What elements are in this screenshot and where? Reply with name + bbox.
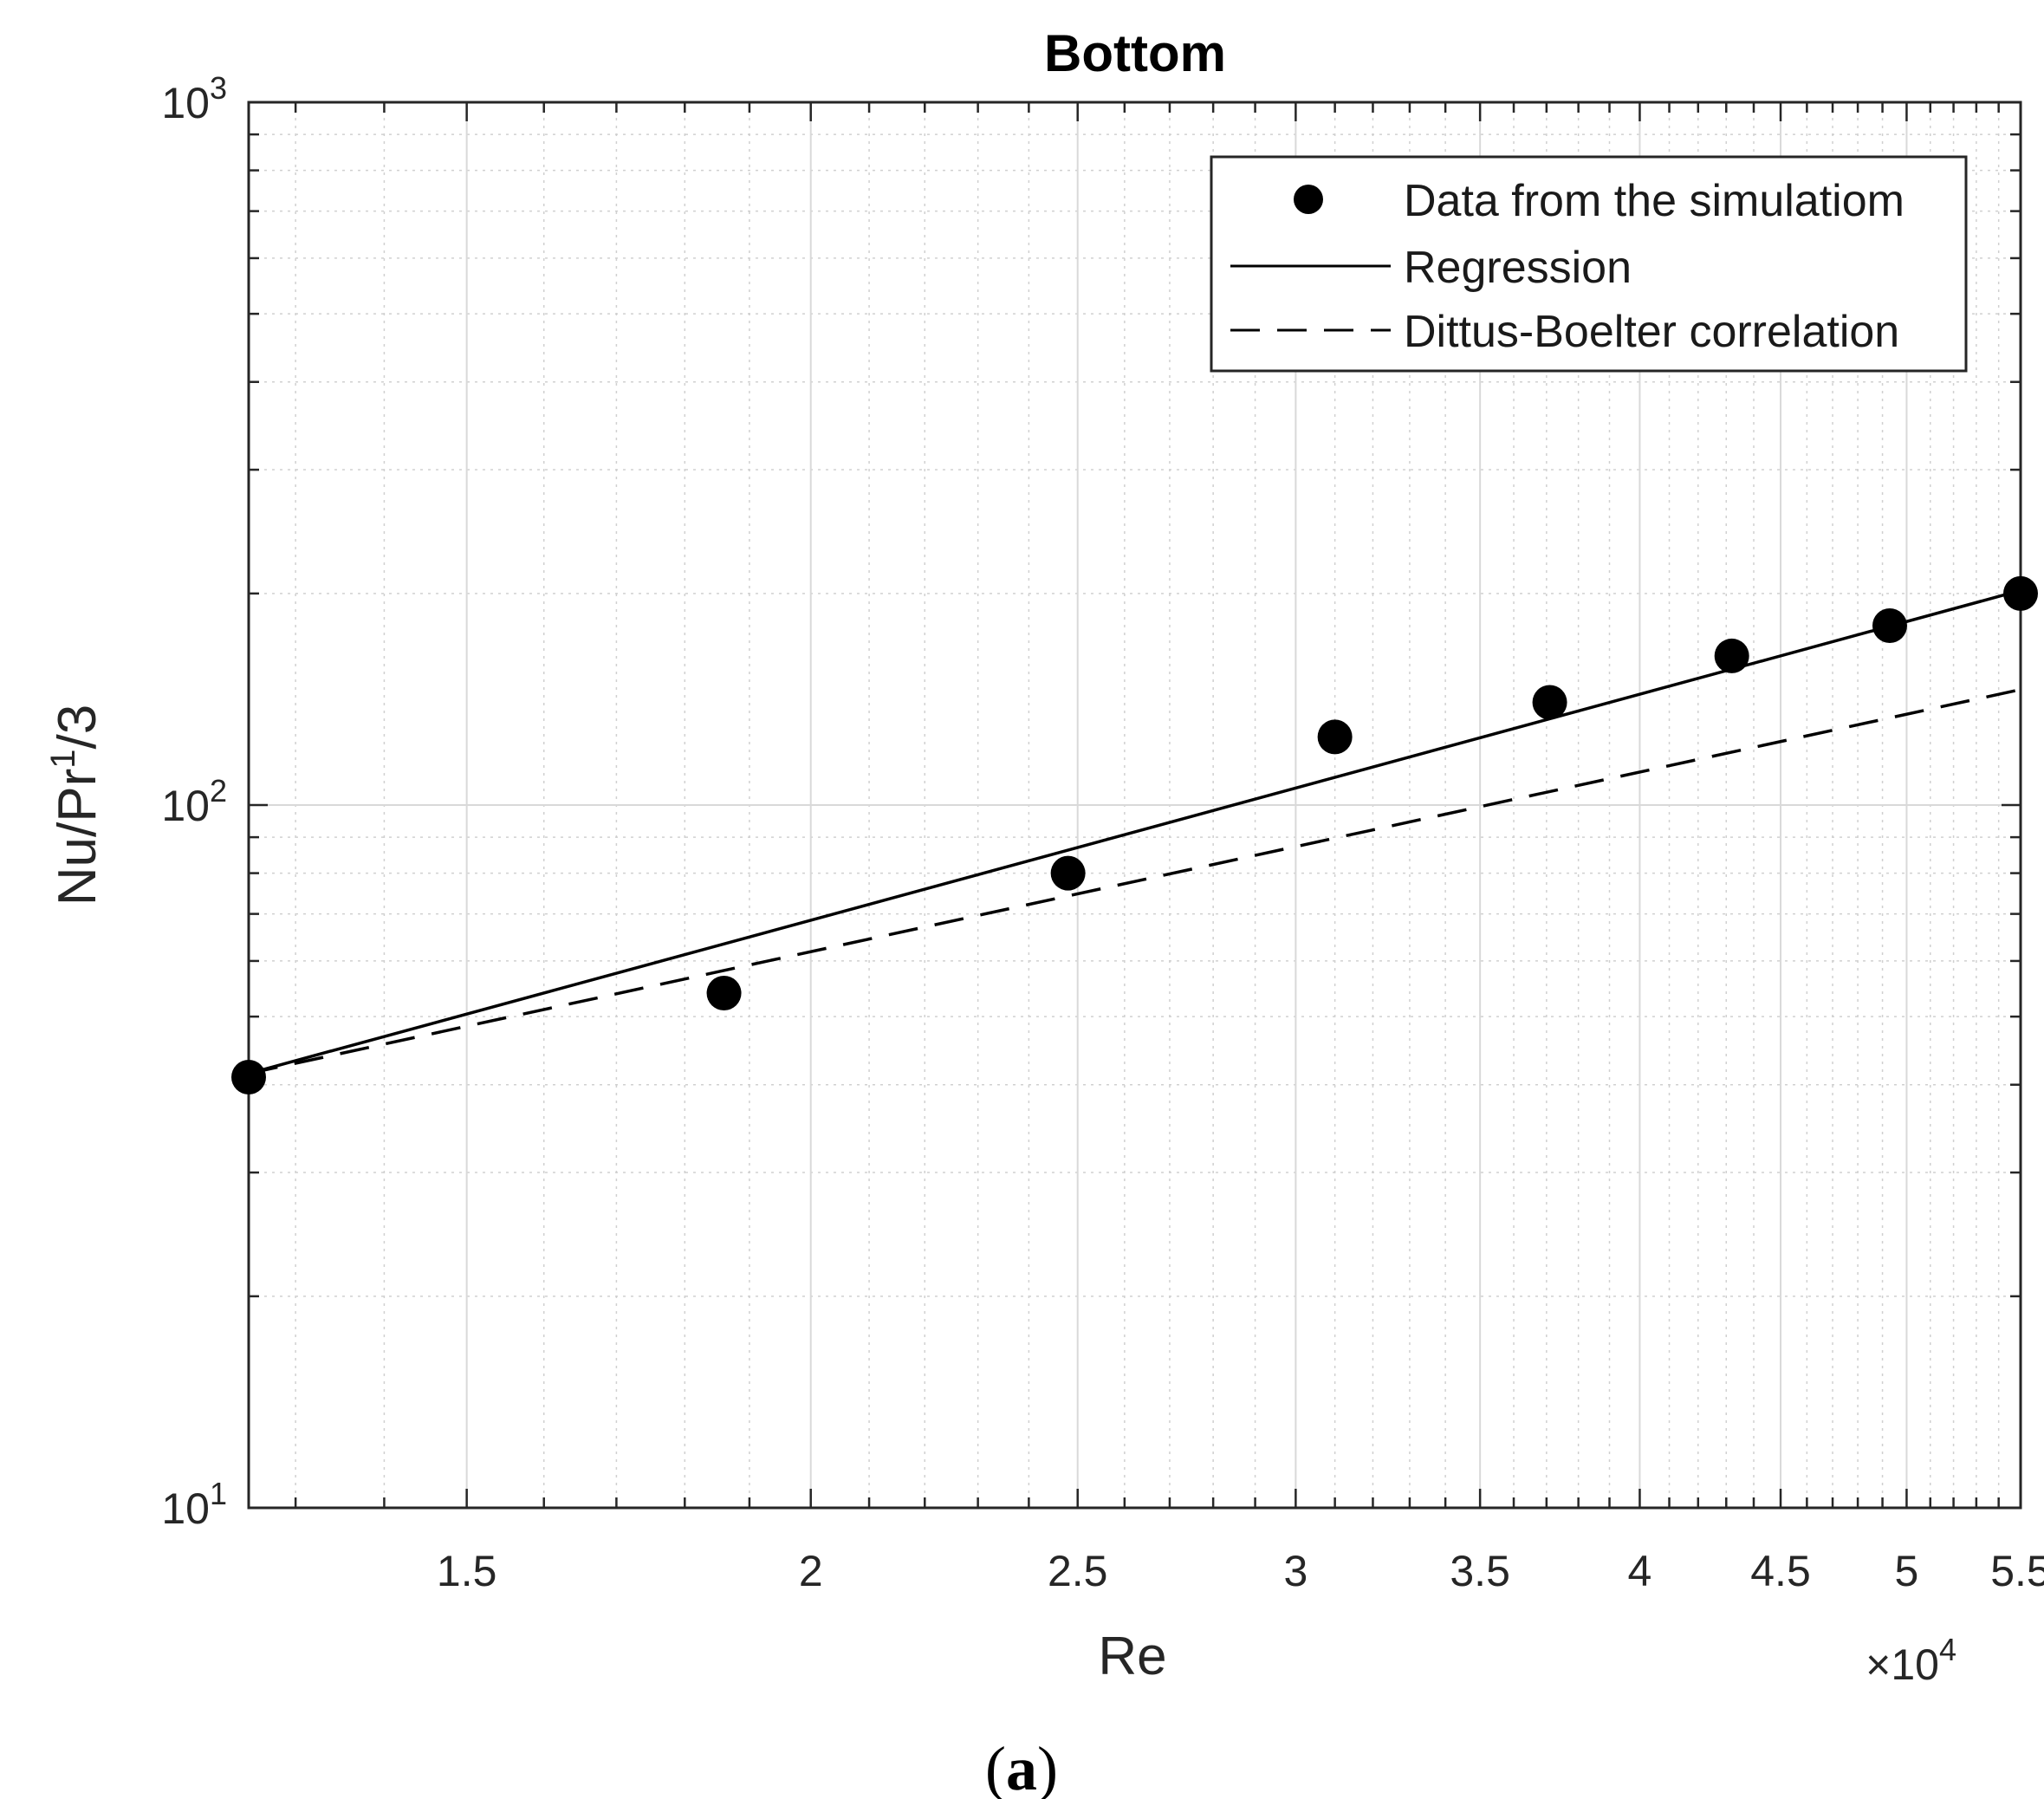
axis-ticks <box>249 101 2022 1510</box>
legend-box <box>1210 155 1968 373</box>
legend-label-dittus-boelter: Dittus-Boelter correlation <box>1404 307 1899 357</box>
y-axis-title: Nu/Pr1/3 <box>44 705 107 906</box>
x-tick-label: 5.5 <box>1990 1547 2044 1595</box>
x-tick-label: 5 <box>1895 1547 1919 1595</box>
plot-frame <box>247 101 2022 1510</box>
x-tick-label: 4.5 <box>1750 1547 1811 1595</box>
panel-label: (a) <box>985 1734 1058 1799</box>
x-exponent-power: 4 <box>1939 1632 1956 1667</box>
panel-label-letter: a <box>1006 1734 1037 1799</box>
dittus-boelter-line <box>248 687 2021 1075</box>
y-axis-title-base: Nu/Pr <box>48 769 107 906</box>
x-tick-labels: 1.5 2 2.5 3 3.5 4 4.5 5 5.5 <box>437 1547 2044 1595</box>
y-tick-label: 101 <box>161 1476 227 1533</box>
simulation-data-point <box>1714 638 1749 673</box>
simulation-data-point <box>706 976 742 1011</box>
y-tick-label-exp: 3 <box>210 70 227 106</box>
x-tick-label: 1.5 <box>437 1547 497 1595</box>
legend-label-regression: Regression <box>1404 243 1632 293</box>
chart-title: Bottom <box>1044 24 1226 82</box>
y-tick-label-exp: 2 <box>210 773 227 809</box>
simulation-data-point <box>1872 607 1907 643</box>
simulation-data-point <box>1317 719 1353 755</box>
legend-marker-simulation <box>1294 185 1323 214</box>
simulation-data-point <box>2003 575 2038 611</box>
y-axis-title-tail: /3 <box>48 705 107 750</box>
simulation-data-point <box>1532 685 1567 720</box>
x-tick-label: 2 <box>799 1547 823 1595</box>
panel-label-open: ( <box>985 1734 1006 1799</box>
y-tick-label: 102 <box>161 773 227 830</box>
x-tick-label: 4 <box>1628 1547 1652 1595</box>
y-tick-label-base: 10 <box>161 782 210 830</box>
x-exponent-label: ×104 <box>1866 1632 1956 1689</box>
y-tick-label-exp: 1 <box>210 1476 227 1511</box>
legend: Data from the simulatiom Regression Ditt… <box>1210 155 1968 373</box>
x-exponent-prefix: ×10 <box>1866 1640 1939 1689</box>
x-axis-title: Re <box>1098 1627 1166 1686</box>
x-tick-label: 2.5 <box>1048 1547 1108 1595</box>
legend-label-simulation: Data from the simulatiom <box>1404 176 1904 226</box>
panel-label-close: ) <box>1037 1734 1058 1799</box>
y-tick-label-base: 10 <box>161 79 210 127</box>
simulation-data-point <box>231 1060 266 1095</box>
x-tick-label: 3.5 <box>1450 1547 1510 1595</box>
series-layer <box>231 575 2038 1095</box>
simulation-data-point <box>1050 855 1086 891</box>
y-tick-label-base: 10 <box>161 1484 210 1533</box>
y-tick-label: 103 <box>161 70 227 127</box>
y-axis-title-exp: 1 <box>44 749 82 768</box>
x-tick-label: 3 <box>1283 1547 1308 1595</box>
